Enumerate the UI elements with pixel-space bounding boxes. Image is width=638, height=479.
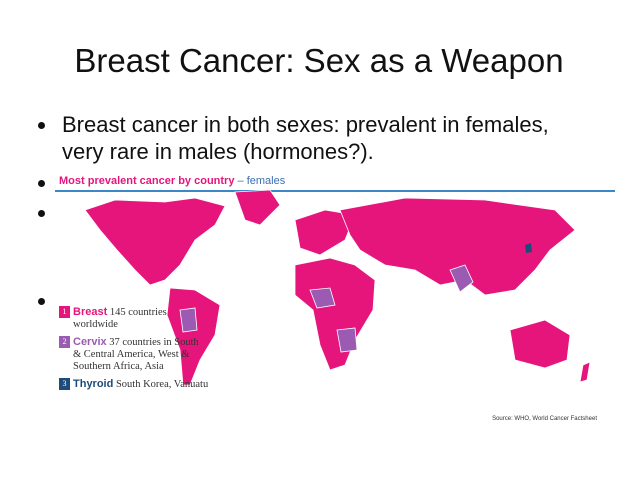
- legend-number: 3: [59, 378, 70, 390]
- legend-name: Cervix: [73, 336, 107, 348]
- legend-item: 3 Thyroid South Korea, Vanuatu: [59, 378, 208, 391]
- legend-text: 37 countries in South: [109, 337, 199, 348]
- map-cervix: [179, 264, 474, 353]
- legend-name: Breast: [73, 306, 108, 318]
- figure-title-suffix: – females: [237, 175, 286, 187]
- south-asia: [449, 264, 474, 293]
- figure-title: Most prevalent cancer by country – femal…: [59, 175, 285, 187]
- map-land: [84, 189, 591, 386]
- legend-number: 2: [59, 336, 70, 348]
- bullet-dot: [38, 122, 45, 129]
- slide-title: Breast Cancer: Sex as a Weapon: [74, 42, 564, 79]
- figure-rule: [55, 190, 615, 192]
- source-note: Source: WHO, World Cancer Factsheet: [492, 416, 597, 422]
- south-america-part: [179, 307, 198, 333]
- legend-name: Thyroid: [73, 378, 114, 390]
- southern-africa: [336, 327, 358, 353]
- australia: [509, 319, 571, 369]
- north-america: [84, 197, 226, 286]
- legend-item: 1 Breast 145 countries worldwide: [59, 306, 167, 331]
- legend-number: 1: [59, 306, 70, 318]
- map-figure: Most prevalent cancer by country – femal…: [55, 170, 615, 426]
- figure-title-main: Most prevalent cancer by country: [59, 175, 235, 187]
- legend-text: Southern Africa, Asia: [73, 361, 164, 372]
- map-thyroid: [525, 243, 532, 253]
- asia: [339, 197, 576, 296]
- bullet-line: Breast cancer in both sexes: prevalent i…: [62, 112, 549, 137]
- africa: [294, 257, 376, 371]
- world-map: [84, 189, 591, 386]
- bullet-dot: [38, 180, 45, 187]
- legend-text: worldwide: [73, 319, 118, 330]
- bullet-dot: [38, 298, 45, 305]
- legend-text: 145 countries: [109, 307, 167, 318]
- legend-text: & Central America, West &: [73, 349, 190, 360]
- west-africa: [309, 287, 336, 309]
- greenland: [234, 189, 281, 226]
- new-zealand: [579, 361, 591, 383]
- bullet-dot: [38, 210, 45, 217]
- bullet-line: very rare in males (hormones?).: [62, 139, 374, 164]
- legend-item: 2 Cervix 37 countries in South & Central …: [59, 336, 199, 373]
- europe: [294, 209, 356, 256]
- legend-text: South Korea, Vanuatu: [115, 379, 209, 390]
